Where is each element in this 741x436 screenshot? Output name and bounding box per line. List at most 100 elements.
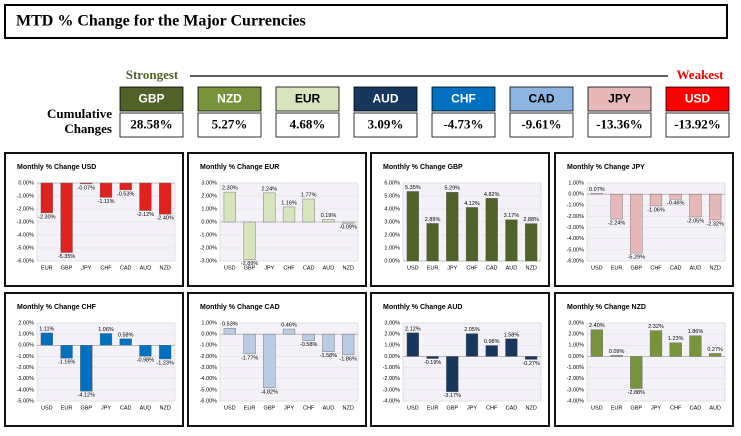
value-label: 2.89%	[425, 217, 441, 223]
value-label: -4.12%	[78, 393, 96, 399]
chart-title: Monthly % Change JPY	[567, 164, 645, 171]
bar	[590, 329, 603, 357]
bar	[282, 206, 296, 223]
value-label: 0.09%	[609, 349, 625, 355]
y-tick-label: 2.00%	[568, 332, 584, 338]
y-tick-label: -1.00%	[200, 343, 218, 349]
bar	[342, 221, 355, 224]
value-label: -2.88%	[628, 390, 646, 396]
y-tick-label: 0.00%	[384, 258, 400, 264]
bar	[610, 355, 623, 357]
y-tick-label: 4.00%	[384, 206, 400, 212]
bar	[406, 191, 419, 262]
y-tick-label: -3.00%	[567, 387, 585, 393]
bar	[159, 182, 172, 215]
value-label: 0.46%	[281, 322, 297, 328]
chart-title: Monthly % Change USD	[17, 164, 96, 171]
bar	[446, 192, 459, 262]
y-tick-label: 0.00%	[18, 343, 34, 349]
y-tick-label: -5.00%	[17, 398, 35, 404]
value-label: 1.58%	[504, 332, 520, 338]
bar	[426, 223, 439, 262]
y-tick-label: -3.00%	[17, 219, 35, 225]
row-label: Cumulative Changes	[47, 106, 112, 136]
currency-box	[353, 86, 418, 112]
chart-title: Monthly % Change EUR	[200, 164, 279, 171]
x-tick-label: AUD	[323, 405, 335, 411]
x-tick-label: NZD	[709, 265, 720, 271]
bar	[342, 333, 355, 356]
y-tick-label: -6.00%	[17, 258, 35, 264]
x-tick-label: NZD	[342, 405, 353, 411]
value-label: 5.29%	[444, 186, 460, 192]
value-box	[509, 112, 574, 138]
bar	[465, 207, 479, 262]
value-label: -2.32%	[706, 221, 724, 227]
y-tick-label: 1.00%	[201, 206, 217, 212]
y-tick-label: -5.00%	[200, 387, 218, 393]
y-tick-label: -3.00%	[567, 225, 585, 231]
bar	[709, 193, 722, 221]
value-label: 0.58%	[118, 332, 134, 338]
value-label: 2.32%	[648, 324, 664, 330]
value-label: -1.58%	[320, 353, 338, 359]
bar	[60, 182, 73, 253]
x-tick-label: JPY	[284, 405, 294, 411]
value-label: 2.40%	[589, 323, 605, 329]
currency-name: CAD	[529, 92, 555, 106]
y-tick-label: 2.00%	[201, 193, 217, 199]
currency-name: JPY	[608, 92, 631, 106]
value-label: -1.77%	[241, 355, 259, 361]
value-label: 1.16%	[281, 200, 297, 206]
y-tick-label: 3.00%	[384, 219, 400, 225]
value-label: 2.24%	[261, 186, 277, 192]
value-label: 0.27%	[707, 347, 723, 353]
x-tick-label: CHF	[100, 265, 112, 271]
y-tick-label: 0.00%	[384, 354, 400, 360]
value-label: 0.53%	[222, 322, 238, 328]
x-tick-label: USD	[591, 405, 603, 411]
value-box	[587, 112, 652, 138]
y-tick-label: 1.00%	[384, 245, 400, 251]
currency-change: -4.73%	[443, 116, 483, 131]
y-tick-label: -2.00%	[567, 214, 585, 220]
y-tick-label: -1.00%	[200, 232, 218, 238]
bar	[243, 333, 256, 355]
chart-title: Monthly % Change CHF	[17, 304, 97, 311]
bar	[446, 356, 459, 392]
y-tick-label: -5.00%	[17, 245, 35, 251]
x-tick-label: EUR	[41, 265, 53, 271]
title-box	[4, 4, 728, 39]
bar	[99, 182, 113, 198]
bar	[263, 192, 276, 223]
x-tick-label: GBP	[263, 405, 275, 411]
chart-title: Monthly % Change GBP	[383, 164, 463, 171]
y-tick-label: -1.00%	[567, 365, 585, 371]
y-tick-label: -6.00%	[200, 398, 218, 404]
value-label: -2.89%	[241, 261, 259, 267]
y-tick-label: -4.00%	[383, 398, 401, 404]
x-tick-label: USD	[407, 405, 419, 411]
value-label: 2.30%	[222, 186, 238, 192]
value-label: -4.82%	[261, 389, 279, 395]
x-tick-label: GBP	[80, 405, 92, 411]
x-tick-label: CAD	[506, 405, 518, 411]
value-label: 1.06%	[98, 327, 114, 333]
bar	[322, 333, 335, 352]
value-label: -0.19%	[424, 360, 442, 366]
bar	[263, 333, 276, 389]
bar	[80, 345, 93, 392]
bar	[302, 198, 315, 223]
value-label: 4.82%	[484, 192, 500, 198]
x-tick-label: CAD	[303, 265, 315, 271]
bar	[119, 338, 132, 346]
y-tick-label: -1.00%	[383, 365, 401, 371]
bar	[426, 356, 439, 359]
bar	[223, 191, 236, 223]
x-tick-label: USD	[41, 405, 53, 411]
x-tick-label: JPY	[467, 405, 477, 411]
x-tick-label: CAD	[486, 265, 498, 271]
bar	[669, 193, 682, 200]
bar	[689, 193, 702, 218]
y-tick-label: -2.00%	[17, 206, 35, 212]
